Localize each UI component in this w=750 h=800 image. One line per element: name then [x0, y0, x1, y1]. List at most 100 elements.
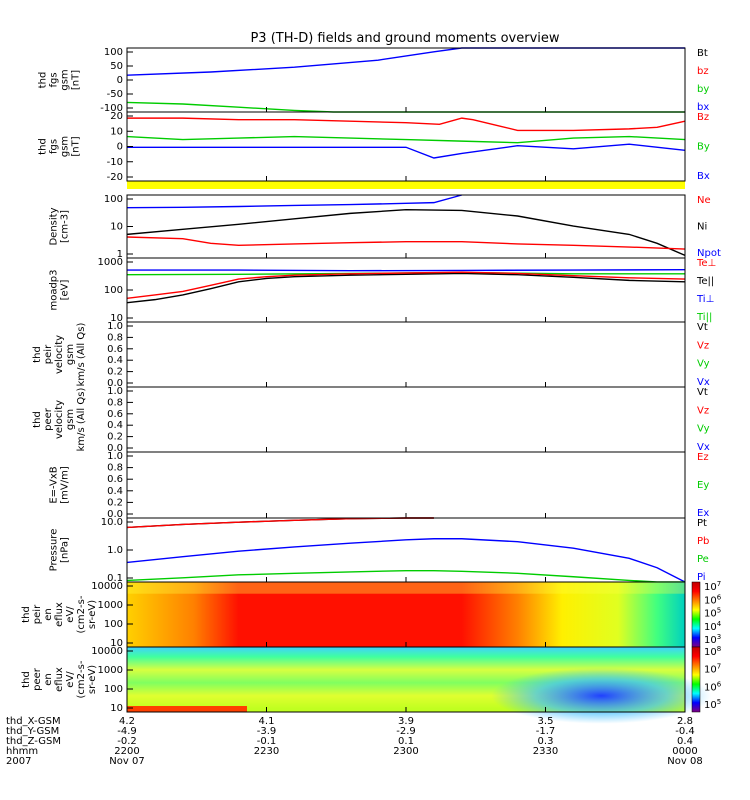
- y-axis-label: peer: [43, 407, 54, 431]
- y-axis-label: eflux: [54, 602, 65, 627]
- series-Pb: [126, 517, 434, 529]
- y-tick-label: 10: [110, 313, 123, 324]
- y-axis-label: gsm: [65, 409, 76, 430]
- ephemeris-value: -0.2: [117, 736, 137, 747]
- ephemeris-value: 2230: [254, 746, 279, 757]
- colorbar-label: 106: [704, 593, 722, 606]
- y-tick-label: -20: [107, 172, 123, 183]
- y-axis-label: thd: [32, 346, 43, 363]
- panel-3: [126, 194, 686, 259]
- legend-Ez: Ez: [697, 452, 709, 463]
- legend-Te||: Te||: [696, 276, 714, 287]
- y-tick-label: 0.1: [107, 573, 123, 584]
- panel-6: [126, 386, 686, 453]
- panel-frame: [126, 257, 686, 323]
- ephemeris-value: 0.1: [398, 736, 414, 747]
- series-Bx: [127, 143, 686, 159]
- y-tick-label: -10: [107, 157, 123, 168]
- series-Ne: [126, 236, 686, 250]
- panel-1: [126, 47, 686, 113]
- status-bar: [127, 181, 685, 189]
- colorbar-label: 105: [704, 607, 721, 620]
- ephemeris-value: -1.7: [536, 726, 556, 737]
- y-axis-label: gsm: [60, 69, 71, 90]
- y-tick-label: 10.0: [101, 517, 123, 528]
- ephemeris-value: 0.4: [677, 736, 693, 747]
- legend-Bz: Bz: [697, 112, 709, 123]
- y-tick-label: 0.6: [107, 344, 123, 355]
- y-tick-label: 100: [104, 285, 123, 296]
- legend-Pi: Pi: [697, 572, 706, 583]
- y-tick-label: 1000: [98, 600, 123, 611]
- ephemeris-value: 2330: [533, 746, 558, 757]
- panel-4: [126, 257, 686, 323]
- y-tick-label: -100: [100, 103, 123, 114]
- legend-bz: bz: [697, 66, 709, 77]
- legend-Pe: Pe: [697, 554, 709, 565]
- y-axis-label: Density: [49, 207, 60, 245]
- ephemeris-label: 2007: [6, 756, 31, 767]
- ephemeris-label: hhmm: [6, 746, 38, 757]
- legend-Vy: Vy: [697, 359, 710, 370]
- y-tick-label: 10: [110, 703, 123, 714]
- legend-Vz: Vz: [697, 405, 709, 416]
- y-tick-label: 1000: [98, 665, 123, 676]
- y-axis-label: [nPa]: [60, 537, 71, 563]
- legend-Vx: Vx: [697, 442, 710, 453]
- legend-Pt: Pt: [697, 518, 707, 529]
- y-axis-label: [nT]: [71, 136, 82, 156]
- y-axis-label: [cm-3]: [60, 210, 71, 243]
- y-tick-label: 0.8: [107, 332, 123, 343]
- ephemeris-value: 2200: [114, 746, 139, 757]
- y-axis-label: eflux: [54, 667, 65, 692]
- panel-frame: [126, 386, 686, 453]
- colorbar: [691, 581, 701, 648]
- y-axis-label: thd: [38, 72, 49, 89]
- legend-Ni: Ni: [697, 222, 707, 233]
- y-tick-label: 0.8: [107, 397, 123, 408]
- ephemeris-value: 3.9: [398, 716, 414, 727]
- legend-Te⊥: Te⊥: [696, 258, 716, 269]
- panel-frame: [126, 47, 686, 113]
- y-axis-label: velocity: [54, 400, 65, 439]
- y-tick-label: 0.2: [107, 497, 123, 508]
- ephemeris-label: thd_Y-GSM: [6, 726, 59, 737]
- colorbar-label: 107: [704, 663, 721, 676]
- ephemeris-value: 0000: [672, 746, 697, 757]
- panel-frame: [126, 517, 686, 583]
- legend-Ti||: Ti||: [696, 312, 712, 323]
- legend-Vy: Vy: [697, 424, 710, 435]
- y-tick-label: 1.0: [107, 321, 123, 332]
- y-tick-label: 1.0: [107, 545, 123, 556]
- y-tick-label: 1: [117, 249, 123, 260]
- panel-frame: [126, 321, 686, 388]
- colorbar-label: 106: [704, 680, 722, 693]
- y-axis-label: peer: [32, 667, 43, 691]
- y-axis-label: sr-eV): [87, 665, 98, 694]
- y-tick-label: 100: [104, 684, 123, 695]
- series-Te⊥: [126, 271, 686, 300]
- y-tick-label: 0.2: [107, 367, 123, 378]
- colorbar-label: 108: [704, 645, 721, 658]
- y-axis-label: en: [43, 608, 54, 621]
- y-axis-label: [mV/m]: [60, 466, 71, 504]
- ephemeris-value: 4.2: [119, 716, 135, 727]
- y-axis-label: thd: [32, 411, 43, 428]
- y-tick-label: 0.0: [107, 378, 123, 389]
- y-tick-label: 10000: [91, 581, 123, 592]
- ephemeris-value: -2.9: [396, 726, 416, 737]
- legend-Vt: Vt: [697, 322, 708, 333]
- legend-Vt: Vt: [697, 387, 708, 398]
- y-tick-label: 0.4: [107, 355, 123, 366]
- legend-Ex: Ex: [697, 508, 709, 519]
- y-tick-label: 0.0: [107, 509, 123, 520]
- legend-Bx: Bx: [697, 171, 710, 182]
- y-tick-label: 10000: [91, 646, 123, 657]
- panel-10: [126, 646, 712, 724]
- y-tick-label: 0.0: [107, 443, 123, 454]
- ephemeris-value: -0.4: [675, 726, 695, 737]
- series-Npot: [126, 194, 462, 209]
- panel-9: [126, 581, 701, 648]
